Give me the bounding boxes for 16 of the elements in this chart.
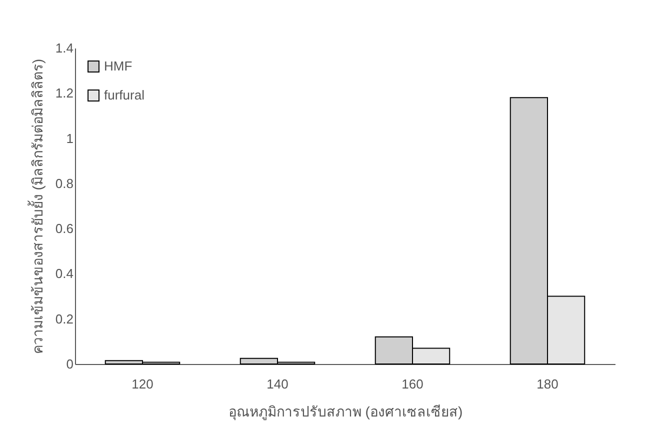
y-axis-title: ความเข้มข้นของสารยับยั้ง (มิลลิกรัมต่อมิลลิลิตร) — [27, 58, 46, 354]
x-axis-title: อุณหภูมิการปรับสภาพ (องศาเซลเซียส) — [228, 404, 463, 420]
x-tick-label: 160 — [402, 376, 424, 392]
x-tick-label: 120 — [132, 376, 154, 392]
y-tick-label: 1.2 — [55, 86, 74, 101]
x-tick-label: 140 — [266, 376, 288, 392]
legend-label: furfural — [104, 88, 145, 102]
y-tick-label: 0.6 — [55, 221, 74, 236]
y-tick-label: 1.4 — [55, 40, 74, 56]
y-tick-label: 1 — [66, 130, 74, 146]
y-tick-label: 0 — [66, 356, 74, 372]
y-tick-label: 0.4 — [55, 266, 74, 282]
y-tick-label: 0.2 — [55, 311, 74, 326]
legend-label: HMF — [104, 58, 132, 74]
x-tick-label: 180 — [536, 376, 558, 392]
y-tick-label: 0.8 — [55, 176, 74, 191]
